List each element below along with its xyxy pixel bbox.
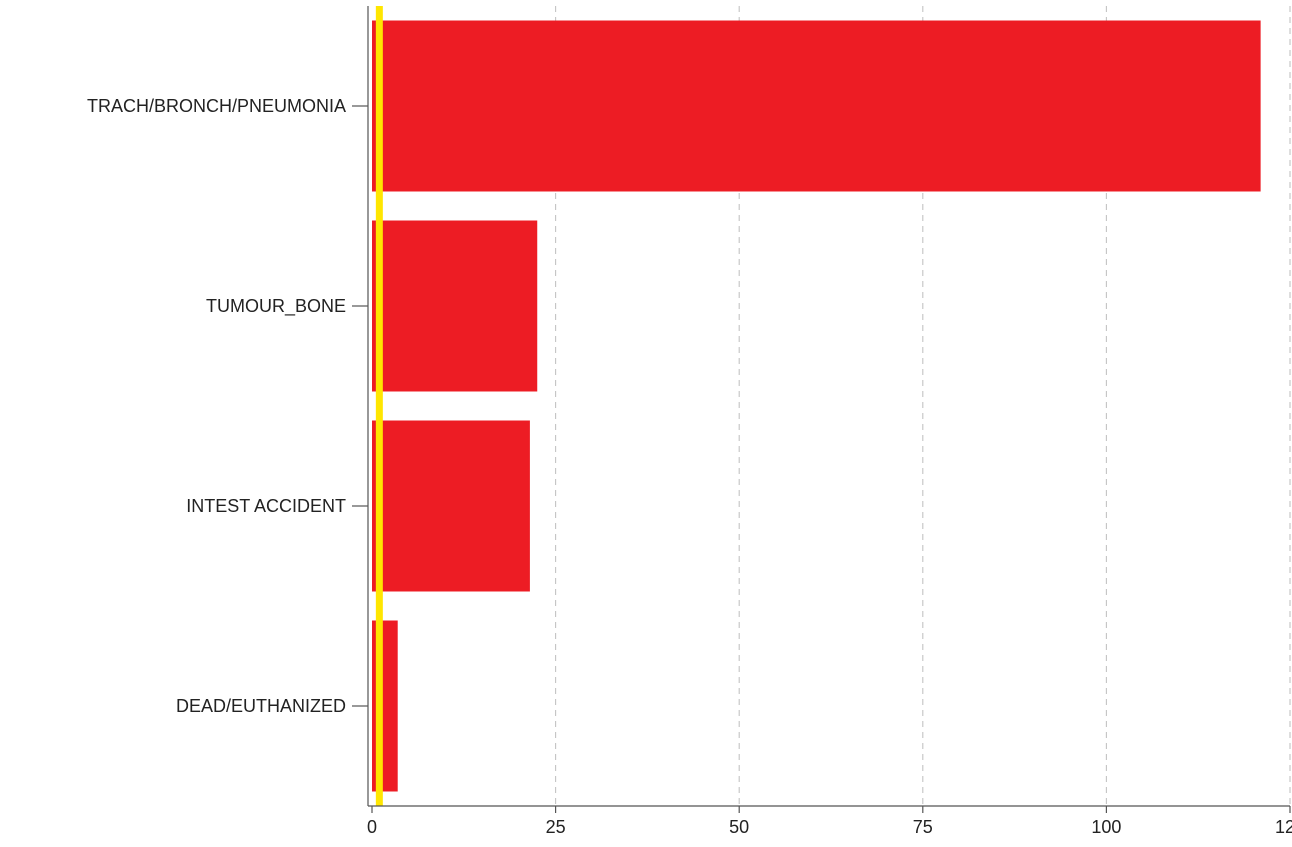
category-label: DEAD/EUTHANIZED [176, 696, 346, 716]
reference-line [375, 6, 383, 806]
axes [352, 6, 1291, 813]
category-label: TUMOUR_BONE [206, 296, 346, 317]
category-label: INTEST ACCIDENT [186, 496, 346, 516]
x-tick-label: 125 [1275, 817, 1292, 837]
bar [372, 220, 538, 392]
bar [372, 20, 1261, 192]
bars [372, 20, 1261, 792]
x-tick-label: 0 [367, 817, 377, 837]
bar [372, 420, 530, 592]
x-tick-label: 75 [913, 817, 933, 837]
x-tick-label: 100 [1091, 817, 1121, 837]
category-label: TRACH/BRONCH/PNEUMONIA [87, 96, 346, 116]
reference-line-group [375, 6, 383, 806]
x-tick-label: 50 [729, 817, 749, 837]
x-tick-label: 25 [546, 817, 566, 837]
labels: 0 25 50 75 100 125 TRACH/BRONCH/PNEUMONIA TUMOU… [87, 96, 1292, 837]
